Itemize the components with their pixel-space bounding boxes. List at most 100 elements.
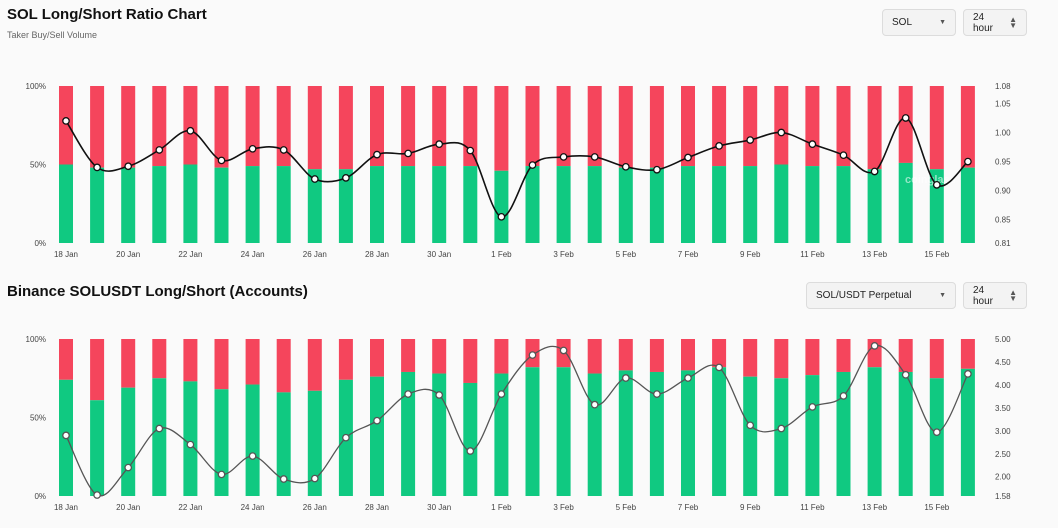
ratio-line	[65, 117, 969, 218]
long-bar	[121, 387, 136, 496]
up-down-icon: ▲ ▼	[1009, 287, 1017, 303]
ratio-point	[870, 342, 879, 350]
right-axis-tick: 4.50	[995, 358, 1011, 367]
ratio-point	[310, 474, 319, 483]
long-bar	[525, 166, 540, 243]
long-bar	[463, 166, 478, 243]
short-bar	[276, 339, 291, 393]
long-bar	[649, 371, 664, 496]
ratio-line	[65, 344, 969, 497]
ratio-point	[901, 114, 910, 122]
pair-select-value: SOL/USDT Perpetual	[816, 290, 912, 301]
long-bar	[307, 169, 322, 243]
ratio-point	[155, 146, 164, 154]
long-bar	[649, 167, 664, 243]
x-axis-tick: 18 Jan	[54, 250, 78, 259]
ratio-point	[497, 390, 506, 398]
short-bar	[90, 86, 105, 168]
ratio-point	[590, 153, 599, 161]
short-bar	[432, 86, 447, 167]
ratio-point	[590, 400, 599, 409]
left-axis-tick: 0%	[34, 492, 46, 501]
pair-select[interactable]: SOL/USDT Perpetual ▼	[806, 282, 956, 309]
short-bar	[338, 339, 353, 380]
ratio-point	[777, 424, 786, 433]
short-bar	[494, 339, 509, 374]
ratio-point	[559, 153, 568, 161]
x-axis-tick: 18 Jan	[54, 503, 78, 512]
interval-select-2[interactable]: 24 hour ▲ ▼	[963, 282, 1027, 309]
short-bar	[183, 86, 198, 165]
long-bar	[898, 162, 913, 243]
chevron-down-icon: ▼	[939, 19, 946, 26]
short-bar	[587, 339, 602, 374]
long-bar	[867, 367, 882, 496]
ratio-point	[93, 491, 101, 499]
short-bar	[494, 86, 509, 171]
right-axis-tick: 3.00	[995, 427, 1011, 436]
long-bar	[121, 167, 136, 243]
short-bar	[59, 86, 73, 165]
ratio-point	[528, 351, 537, 359]
short-bar	[836, 339, 851, 372]
long-bar	[960, 167, 975, 243]
x-axis-tick: 15 Feb	[924, 250, 949, 259]
long-bar	[712, 367, 727, 496]
chart1-subtitle: Taker Buy/Sell Volume	[7, 30, 98, 40]
ratio-point	[62, 431, 70, 440]
x-axis-tick: 11 Feb	[800, 503, 825, 512]
interval-select-1[interactable]: 24 hour ▲ ▼	[963, 9, 1027, 36]
short-bar	[712, 339, 727, 368]
short-bar	[929, 86, 944, 170]
short-bar	[307, 339, 322, 391]
x-axis-tick: 22 Jan	[178, 250, 202, 259]
x-axis-tick: 7 Feb	[678, 250, 699, 259]
x-axis-tick: 20 Jan	[116, 503, 140, 512]
ratio-point	[746, 136, 755, 144]
ratio-point	[621, 162, 630, 171]
x-axis-tick: 13 Feb	[862, 250, 887, 259]
short-bar	[712, 86, 727, 167]
short-bar	[649, 86, 664, 168]
short-bar	[90, 339, 105, 401]
right-axis-tick: 0.95	[995, 158, 1011, 167]
ratio-point	[932, 428, 941, 437]
right-axis-tick: 1.08	[995, 82, 1011, 91]
short-bar	[121, 339, 136, 388]
short-bar	[245, 339, 260, 385]
ratio-point	[310, 175, 319, 183]
long-bar	[556, 166, 571, 243]
ratio-point	[466, 146, 475, 155]
long-bar	[743, 166, 758, 243]
long-bar	[401, 371, 416, 496]
x-axis-tick: 22 Jan	[178, 503, 202, 512]
short-bar	[307, 86, 322, 170]
long-bar	[152, 378, 167, 496]
long-bar	[681, 370, 695, 496]
short-bar	[525, 86, 540, 167]
long-bar	[618, 370, 633, 496]
ratio-point	[808, 140, 817, 148]
ratio-point	[435, 140, 444, 148]
long-bar	[556, 367, 571, 496]
long-bar	[774, 378, 789, 496]
left-axis-tick: 100%	[26, 82, 46, 91]
ratio-point	[279, 475, 288, 483]
long-bar	[587, 373, 602, 496]
right-axis-tick: 2.00	[995, 473, 1011, 482]
long-bar	[960, 368, 975, 496]
right-axis-tick: 0.85	[995, 216, 1011, 225]
short-bar	[898, 86, 913, 163]
short-bar	[276, 86, 291, 167]
x-axis-tick: 9 Feb	[740, 503, 761, 512]
ratio-point	[248, 144, 257, 153]
ratio-point	[342, 433, 350, 442]
right-axis-tick: 5.00	[995, 335, 1011, 344]
symbol-select[interactable]: SOL ▼	[882, 9, 956, 36]
short-bar	[743, 86, 758, 167]
short-bar	[152, 86, 167, 167]
short-bar	[214, 86, 229, 168]
short-bar	[681, 86, 695, 167]
long-bar	[681, 166, 695, 243]
ratio-point	[715, 142, 723, 150]
